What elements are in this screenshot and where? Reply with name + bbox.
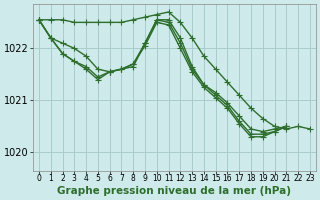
X-axis label: Graphe pression niveau de la mer (hPa): Graphe pression niveau de la mer (hPa) [58,186,292,196]
